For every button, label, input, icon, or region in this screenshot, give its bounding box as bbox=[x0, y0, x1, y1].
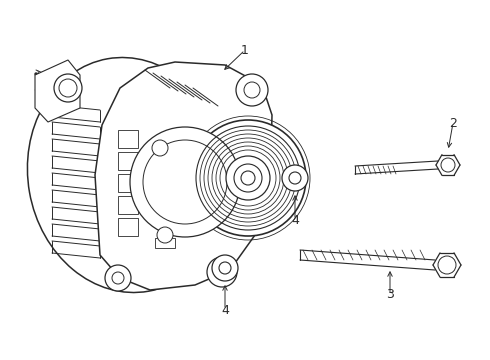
Circle shape bbox=[152, 140, 168, 156]
Circle shape bbox=[207, 257, 237, 287]
Polygon shape bbox=[165, 178, 185, 190]
Circle shape bbox=[236, 74, 268, 106]
Text: 4: 4 bbox=[291, 213, 299, 226]
Polygon shape bbox=[118, 152, 138, 170]
Text: 3: 3 bbox=[386, 288, 394, 302]
Polygon shape bbox=[118, 218, 138, 236]
Circle shape bbox=[190, 120, 306, 236]
Polygon shape bbox=[165, 140, 185, 152]
Polygon shape bbox=[118, 174, 138, 192]
Circle shape bbox=[212, 255, 238, 281]
Ellipse shape bbox=[27, 58, 229, 292]
Polygon shape bbox=[35, 60, 80, 122]
Circle shape bbox=[105, 265, 131, 291]
Circle shape bbox=[59, 79, 77, 97]
Circle shape bbox=[226, 156, 270, 200]
Polygon shape bbox=[118, 130, 138, 148]
Text: 4: 4 bbox=[221, 303, 229, 316]
Polygon shape bbox=[165, 158, 185, 170]
Polygon shape bbox=[162, 198, 185, 210]
Polygon shape bbox=[155, 238, 175, 248]
Polygon shape bbox=[95, 62, 272, 290]
Circle shape bbox=[282, 165, 308, 191]
Polygon shape bbox=[118, 196, 138, 214]
Circle shape bbox=[157, 227, 173, 243]
Polygon shape bbox=[158, 218, 180, 230]
Circle shape bbox=[241, 171, 255, 185]
Text: 1: 1 bbox=[241, 44, 249, 57]
Circle shape bbox=[54, 74, 82, 102]
Circle shape bbox=[438, 256, 456, 274]
Circle shape bbox=[130, 127, 240, 237]
Text: 2: 2 bbox=[449, 117, 457, 130]
Circle shape bbox=[441, 158, 455, 172]
